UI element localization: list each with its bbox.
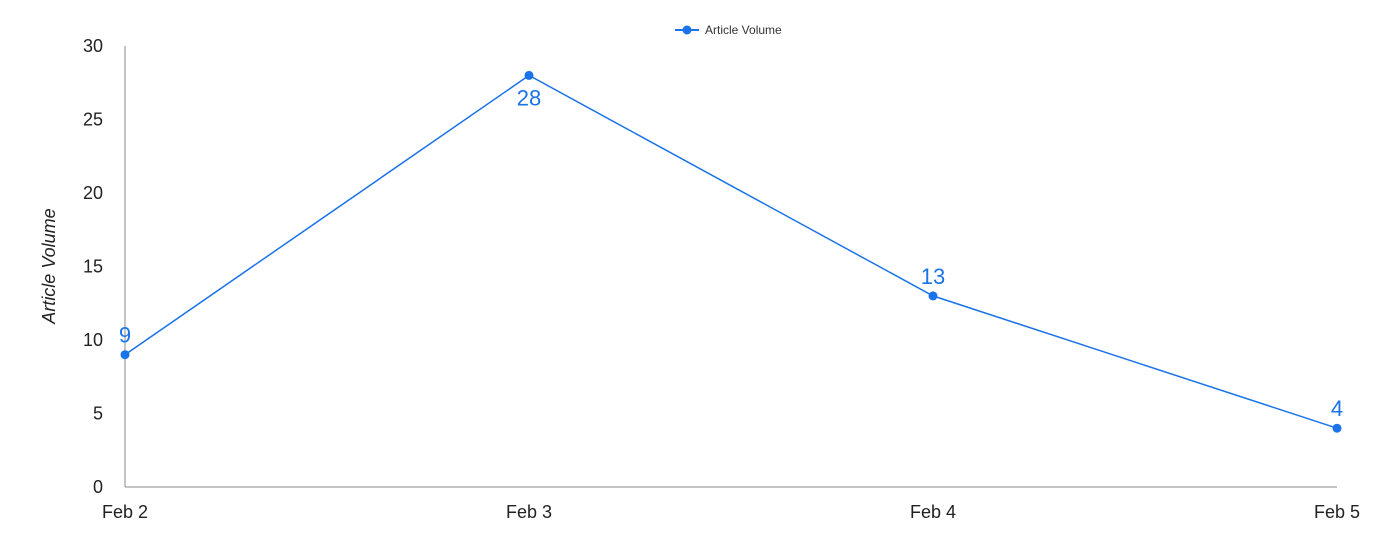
data-point <box>524 70 534 80</box>
y-tick-label: 0 <box>93 477 103 497</box>
y-tick-label: 5 <box>93 404 103 424</box>
x-tick-label: Feb 2 <box>102 502 148 522</box>
y-tick-label: 10 <box>83 330 103 350</box>
data-label: 13 <box>921 264 945 289</box>
y-tick-label: 15 <box>83 257 103 277</box>
x-tick-label: Feb 3 <box>506 502 552 522</box>
legend-label: Article Volume <box>705 23 782 37</box>
y-tick-label: 30 <box>83 36 103 56</box>
legend: Article Volume <box>675 23 782 37</box>
y-axis-title: Article Volume <box>39 208 59 324</box>
y-tick-label: 25 <box>83 110 103 130</box>
series-group: 9 28 13 4 <box>119 70 1343 433</box>
x-axis-ticks: Feb 2 Feb 3 Feb 4 Feb 5 <box>102 502 1360 522</box>
data-label: 4 <box>1331 396 1343 421</box>
data-point <box>120 350 130 360</box>
data-point <box>928 291 938 301</box>
data-point <box>1332 423 1342 433</box>
axes <box>124 46 1337 488</box>
data-label: 28 <box>517 85 541 110</box>
y-axis-ticks: 0 5 10 15 20 25 30 <box>83 36 103 497</box>
x-tick-label: Feb 4 <box>910 502 956 522</box>
data-label: 9 <box>119 323 131 348</box>
x-tick-label: Feb 5 <box>1314 502 1360 522</box>
legend-marker-icon <box>682 25 692 35</box>
y-tick-label: 20 <box>83 183 103 203</box>
series-line <box>124 74 1338 429</box>
